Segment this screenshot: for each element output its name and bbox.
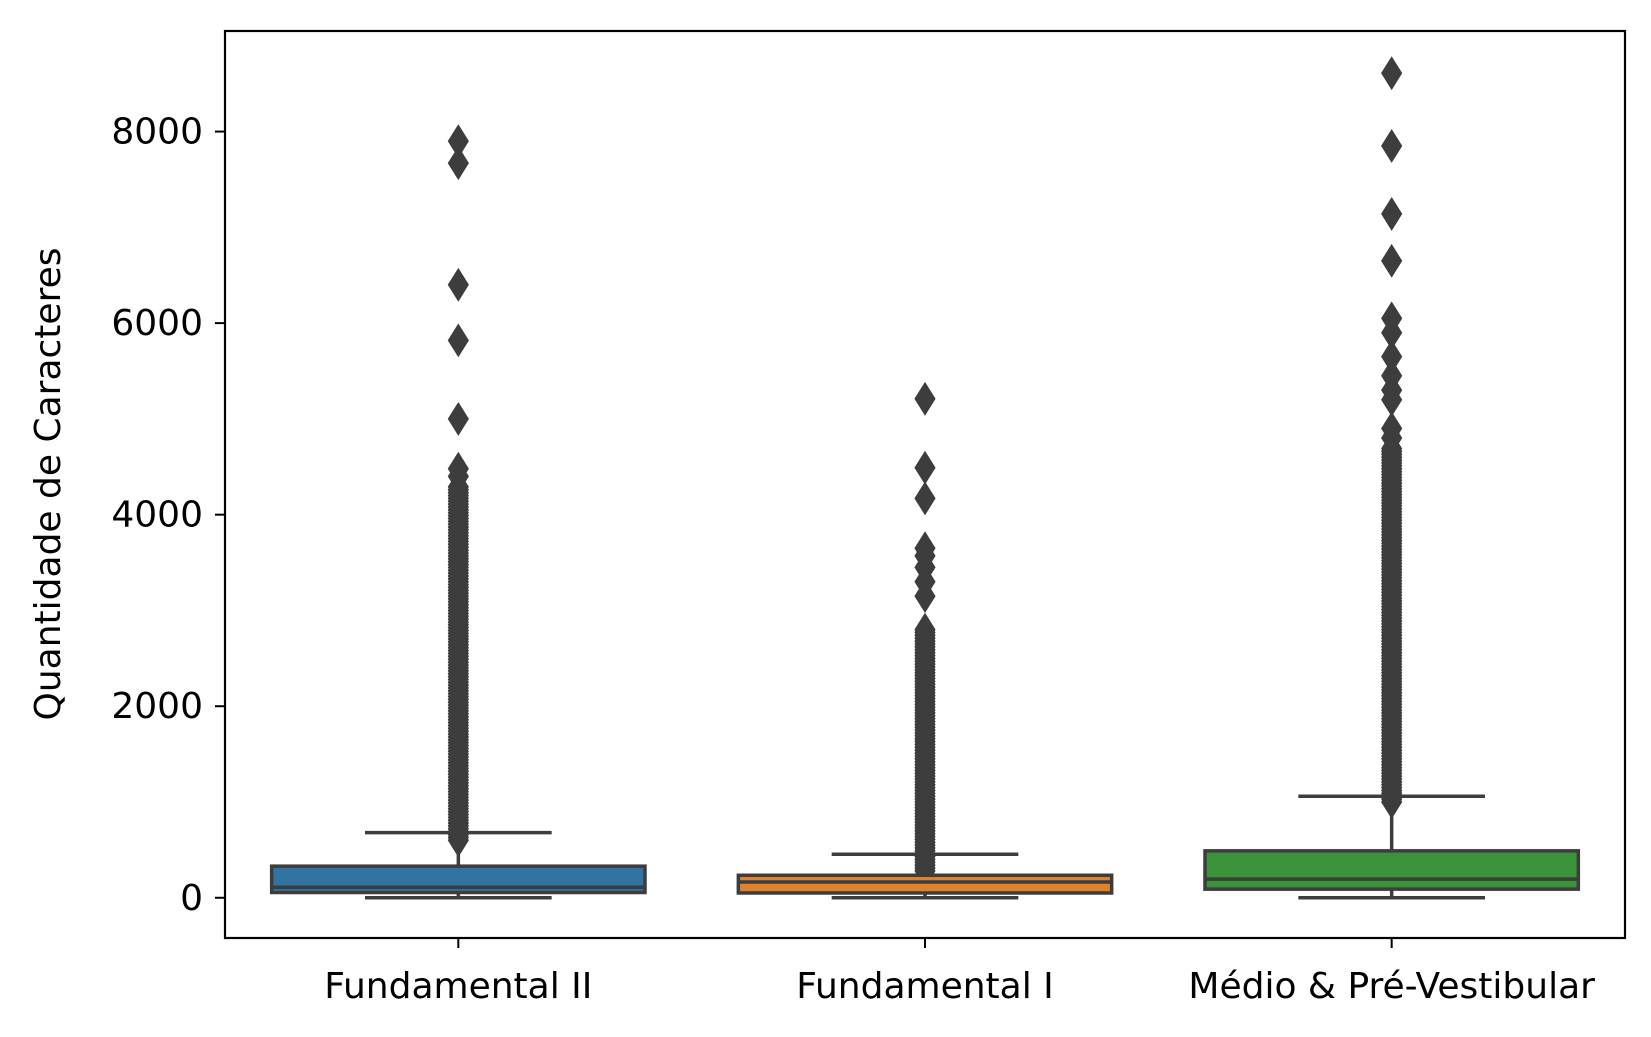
outlier-point — [447, 124, 469, 159]
iqr-box — [1203, 849, 1581, 891]
y-tick-label: 0 — [180, 878, 203, 919]
y-tick-label: 4000 — [111, 495, 203, 536]
y-tick-label: 8000 — [111, 112, 203, 153]
outlier-point — [1381, 243, 1403, 278]
outlier-point — [914, 481, 936, 516]
outlier-point — [914, 381, 936, 416]
x-tick-label: Fundamental I — [796, 966, 1054, 1007]
outlier-point — [1381, 196, 1403, 231]
iqr-box — [736, 873, 1114, 895]
outlier-point — [1381, 358, 1403, 393]
x-tick-label: Médio & Pré-Vestibular — [1188, 966, 1595, 1007]
box-group — [269, 124, 647, 900]
box-group — [736, 381, 1114, 900]
outlier-point — [447, 323, 469, 358]
outlier-point — [1381, 411, 1403, 446]
outlier-point — [914, 612, 936, 647]
outlier-point — [447, 401, 469, 436]
box-group — [1203, 56, 1581, 900]
y-axis: 0 2000 4000 6000 8000 — [111, 112, 225, 919]
outlier-point — [1381, 128, 1403, 163]
x-tick-label: Fundamental II — [324, 966, 592, 1007]
y-tick-label: 2000 — [111, 686, 203, 727]
outlier-point — [447, 267, 469, 302]
outlier-point — [1381, 301, 1403, 336]
y-axis-label: Quantidade de Caracteres — [28, 248, 69, 721]
outlier-point — [447, 451, 469, 486]
outlier-point — [1381, 339, 1403, 374]
plot-area — [269, 56, 1581, 900]
outlier-point — [1381, 56, 1403, 91]
outlier-point — [914, 450, 936, 485]
x-axis: Fundamental II Fundamental I Médio & Pré-V… — [324, 938, 1595, 1007]
outlier-point — [447, 146, 469, 181]
y-tick-label: 6000 — [111, 303, 203, 344]
outlier-point — [914, 531, 936, 566]
